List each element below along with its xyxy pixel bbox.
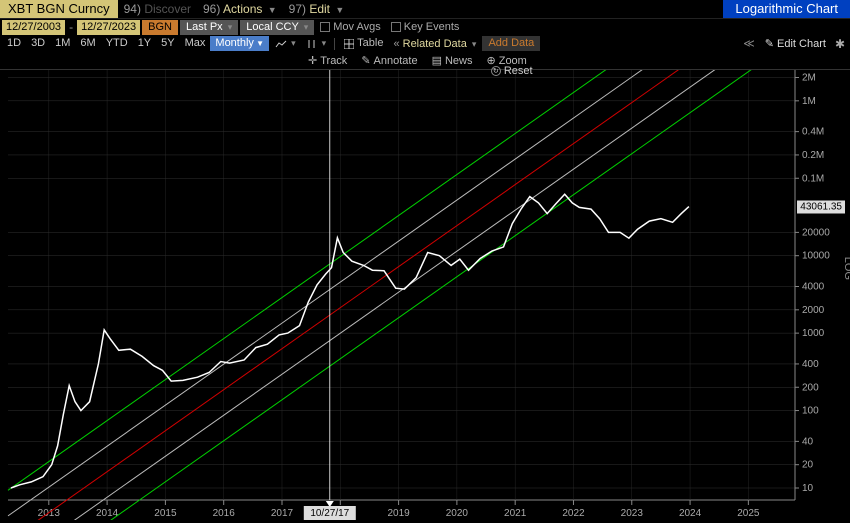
svg-text:2020: 2020 <box>446 508 469 519</box>
edit-chart-button[interactable]: ✎ Edit Chart <box>761 37 830 50</box>
timeframe-max[interactable]: Max <box>180 36 211 51</box>
movavg-checkbox[interactable]: Mov Avgs <box>316 21 385 33</box>
candle-icon <box>306 38 318 50</box>
timeframe-1m[interactable]: 1M <box>50 36 75 51</box>
checkbox-icon <box>320 22 330 32</box>
svg-text:2019: 2019 <box>387 508 410 519</box>
svg-text:0.2M: 0.2M <box>802 150 824 161</box>
drawing-dropdown[interactable]: ▾ <box>302 36 331 51</box>
timeframe-1y[interactable]: 1Y <box>133 36 156 51</box>
svg-text:0.1M: 0.1M <box>802 173 824 184</box>
svg-text:0.4M: 0.4M <box>802 127 824 138</box>
svg-text:2013: 2013 <box>38 508 61 519</box>
chart-style-dropdown[interactable]: ▾ <box>271 36 300 51</box>
timeframe-6m[interactable]: 6M <box>75 36 100 51</box>
chart-area[interactable]: 10 20 40 100 200 400 1000 2000 4000 10000 20000 0.1… <box>0 70 850 520</box>
timeframe-5y[interactable]: 5Y <box>156 36 179 51</box>
line-chart-icon <box>275 38 287 50</box>
ccy-field[interactable]: Local CCY ▾ <box>240 20 314 35</box>
svg-text:2022: 2022 <box>562 508 585 519</box>
gear-icon[interactable]: ✱ <box>832 37 848 51</box>
reset-button[interactable]: ↻ Reset <box>485 65 539 77</box>
keyevents-checkbox[interactable]: Key Events <box>387 21 464 33</box>
date-dash: - <box>67 20 75 34</box>
chevron-down-icon: ▾ <box>322 36 327 51</box>
chevron-down-icon: ▼ <box>335 5 344 15</box>
reset-icon: ↻ <box>491 66 501 76</box>
pencil-icon: ✎ <box>765 37 774 50</box>
control-row-1: 12/27/2003 - 12/27/2023 BGN Last Px ▾ Lo… <box>0 18 850 35</box>
chevron-down-icon: ▾ <box>291 36 296 51</box>
svg-text:1M: 1M <box>802 96 816 107</box>
control-row-2: 1D3D1M6MYTD1Y5YMaxMonthly ▼ ▾ ▾ Table « … <box>0 35 850 52</box>
svg-text:2017: 2017 <box>271 508 294 519</box>
price-flag: 43061.35 <box>797 200 845 213</box>
menu-actions[interactable]: 96) Actions ▼ <box>197 0 283 18</box>
collapse-left-icon[interactable]: ≪ <box>739 37 759 50</box>
menu-edit[interactable]: 97) Edit ▼ <box>283 0 351 18</box>
svg-text:1000: 1000 <box>802 328 825 339</box>
add-data-input[interactable]: Add Data <box>482 36 540 51</box>
timeframe-1d[interactable]: 1D <box>2 36 26 51</box>
svg-text:10000: 10000 <box>802 251 830 262</box>
timeframe-3d[interactable]: 3D <box>26 36 50 51</box>
crosshair-icon: ✛ <box>308 54 317 67</box>
chevron-down-icon: ▾ <box>472 39 477 49</box>
svg-text:2016: 2016 <box>213 508 236 519</box>
svg-text:400: 400 <box>802 359 819 370</box>
svg-text:10: 10 <box>802 483 814 494</box>
news-tool[interactable]: ▤ News <box>426 54 479 67</box>
svg-text:100: 100 <box>802 406 819 417</box>
timeframe-ytd[interactable]: YTD <box>101 36 133 51</box>
news-icon: ▤ <box>432 54 442 67</box>
chart-toolbar: ✛ Track ✎ Annotate ▤ News ⊕ Zoom ↻ Reset <box>0 52 850 70</box>
svg-text:10/27/17: 10/27/17 <box>310 508 349 519</box>
svg-text:2M: 2M <box>802 73 816 84</box>
svg-text:4000: 4000 <box>802 282 825 293</box>
svg-text:20000: 20000 <box>802 227 830 238</box>
svg-text:2015: 2015 <box>154 508 177 519</box>
chevron-down-icon: ▾ <box>228 22 233 32</box>
timeframe-container: 1D3D1M6MYTD1Y5YMaxMonthly ▼ <box>2 36 269 51</box>
annotate-tool[interactable]: ✎ Annotate <box>355 54 423 67</box>
menu-discover[interactable]: 94) Discover <box>118 0 197 18</box>
chevron-down-icon: ▾ <box>304 22 309 32</box>
svg-text:2023: 2023 <box>621 508 644 519</box>
price-field[interactable]: Last Px ▾ <box>180 20 238 35</box>
source-field[interactable]: BGN <box>142 20 178 35</box>
track-tool[interactable]: ✛ Track <box>302 54 353 67</box>
table-button[interactable]: Table <box>339 36 387 51</box>
table-icon <box>343 38 355 50</box>
start-date-input[interactable]: 12/27/2003 <box>2 20 65 35</box>
end-date-input[interactable]: 12/27/2023 <box>77 20 140 35</box>
timeframe-monthly[interactable]: Monthly ▼ <box>210 36 269 51</box>
svg-text:2024: 2024 <box>679 508 702 519</box>
svg-text:20: 20 <box>802 460 814 471</box>
ticker-symbol[interactable]: XBT BGN Curncy <box>0 0 118 18</box>
chevron-down-icon: ▼ <box>268 5 277 15</box>
separator <box>334 38 335 50</box>
top-bar: XBT BGN Curncy 94) Discover 96) Actions … <box>0 0 850 18</box>
checkbox-icon <box>391 22 401 32</box>
price-chart[interactable]: 10 20 40 100 200 400 1000 2000 4000 10000 20000 0.1… <box>0 70 850 520</box>
related-data-link[interactable]: « Related Data ▾ <box>389 38 480 50</box>
svg-text:200: 200 <box>802 382 819 393</box>
svg-text:2021: 2021 <box>504 508 527 519</box>
chart-type-label: Logarithmic Chart <box>723 0 850 18</box>
svg-text:2000: 2000 <box>802 305 825 316</box>
svg-text:2025: 2025 <box>737 508 760 519</box>
svg-text:40: 40 <box>802 436 814 447</box>
pencil-icon: ✎ <box>361 54 370 67</box>
log-axis-label: LOG <box>842 257 850 280</box>
